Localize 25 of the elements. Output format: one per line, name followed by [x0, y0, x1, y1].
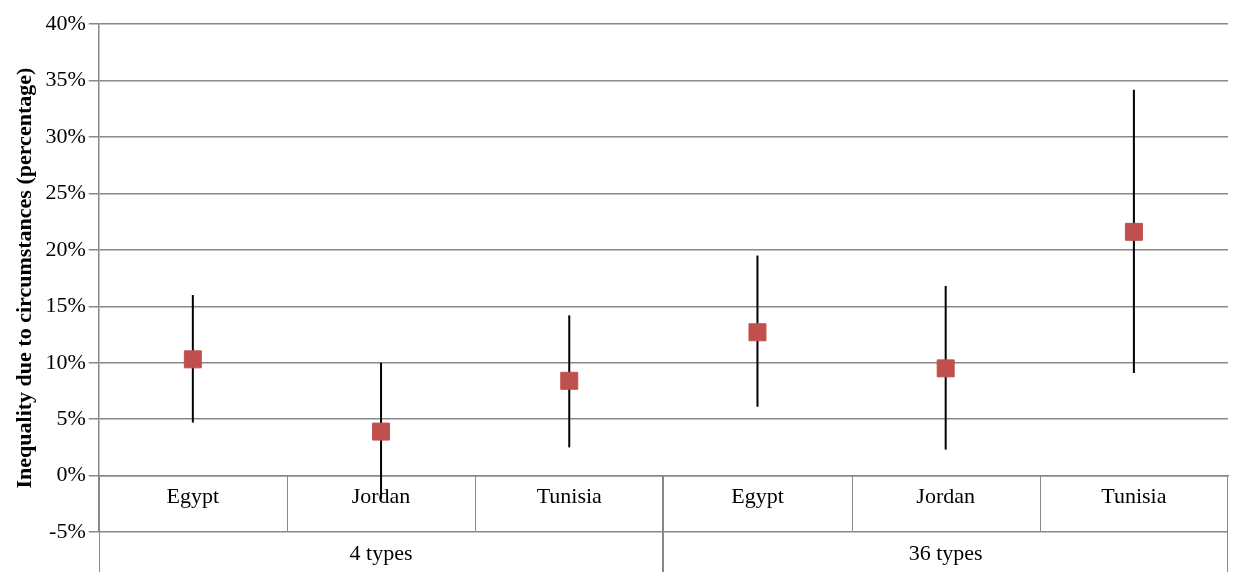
x-tick-label: Egypt [731, 482, 784, 508]
y-tick-label: 25% [45, 179, 86, 205]
point [372, 422, 391, 441]
text: 36 types [908, 539, 983, 565]
point [183, 350, 202, 369]
x-tick-label: Jordan [916, 482, 976, 508]
y-axis-title: Inequality due to circumstances (percentage) [10, 67, 36, 489]
x-tick-label: Tunisia [536, 482, 603, 508]
y-tick-label: 0% [56, 461, 86, 487]
y-tick-label: 10% [45, 348, 86, 374]
y-tick-label: 35% [45, 66, 86, 92]
point [560, 371, 579, 390]
x-tick-label: Jordan [351, 482, 411, 508]
point [1124, 222, 1143, 241]
point [936, 359, 955, 378]
x-tick-label: Egypt [166, 482, 220, 508]
y-tick-label: 30% [45, 122, 86, 148]
point [748, 323, 767, 342]
y-tick-label: 40% [45, 9, 86, 35]
y-tick-label: -5% [49, 517, 86, 543]
y-tick-label: 20% [45, 235, 86, 261]
x-tick-label: Tunisia [1101, 482, 1167, 508]
text: 4 types [349, 539, 413, 565]
y-tick-label: 5% [56, 404, 86, 430]
y-tick-label: 15% [45, 292, 86, 318]
